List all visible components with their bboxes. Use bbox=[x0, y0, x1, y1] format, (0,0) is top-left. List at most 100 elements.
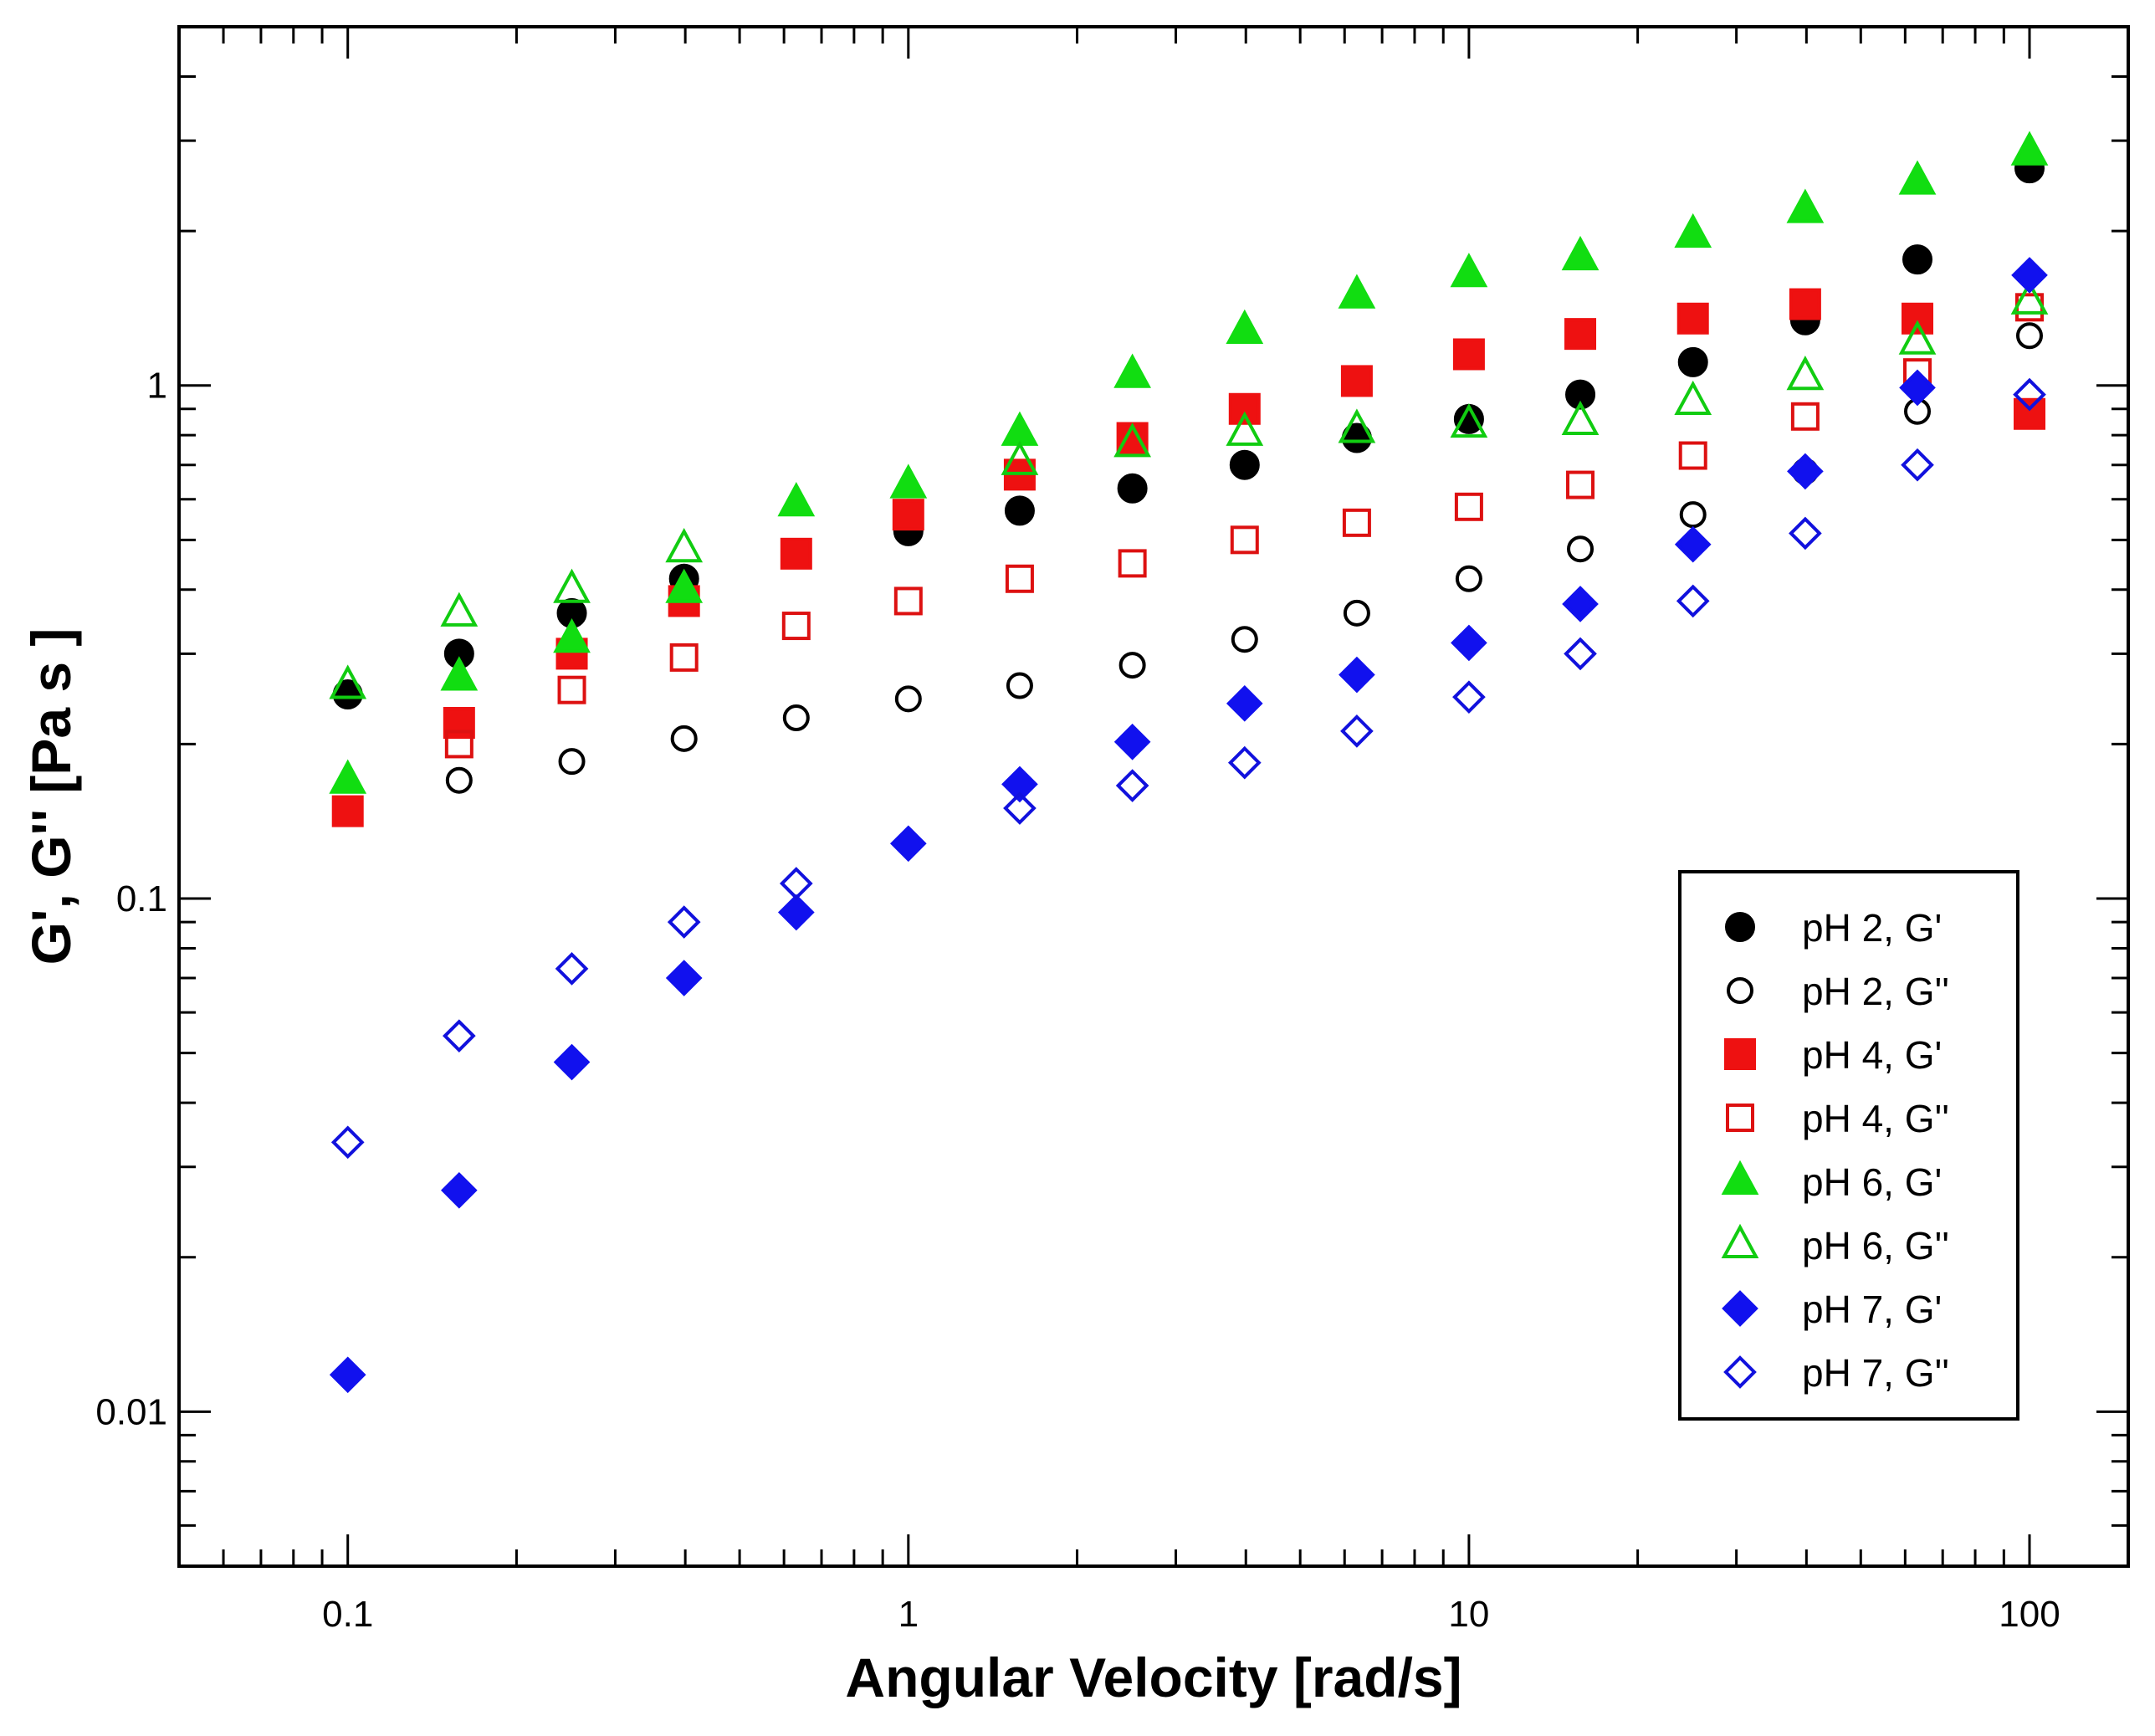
data-point bbox=[665, 528, 704, 563]
data-point bbox=[441, 1171, 478, 1209]
series-7 bbox=[329, 257, 2048, 1394]
data-point bbox=[1226, 411, 1264, 446]
x-tick-label: 1 bbox=[898, 1594, 919, 1635]
data-point bbox=[1001, 766, 1038, 803]
data-point bbox=[1674, 213, 1712, 248]
data-point bbox=[2010, 131, 2049, 166]
data-point bbox=[1789, 288, 1821, 320]
data-point bbox=[1566, 470, 1595, 499]
y-tick-label: 0.1 bbox=[116, 878, 167, 919]
data-point bbox=[1786, 356, 1825, 391]
data-point bbox=[1787, 453, 1824, 490]
x-tick-label: 0.1 bbox=[322, 1594, 373, 1635]
data-point bbox=[1898, 160, 1937, 195]
data-point bbox=[2010, 279, 2049, 315]
data-point bbox=[1227, 745, 1262, 780]
legend-label: pH 2, G' bbox=[1802, 906, 1942, 950]
data-point bbox=[329, 664, 367, 699]
data-point bbox=[892, 499, 924, 531]
x-tick-label: 100 bbox=[1999, 1594, 2060, 1635]
data-point bbox=[1226, 685, 1263, 722]
legend-marker bbox=[1726, 1104, 1754, 1132]
data-point bbox=[1116, 422, 1149, 454]
data-point bbox=[2013, 377, 2046, 412]
data-point bbox=[782, 704, 810, 732]
data-point bbox=[1006, 672, 1033, 699]
data-point bbox=[1118, 652, 1146, 679]
data-point bbox=[1001, 440, 1039, 475]
data-point bbox=[1451, 624, 1487, 662]
data-point bbox=[1454, 492, 1483, 521]
data-point bbox=[1790, 402, 1820, 431]
data-point bbox=[779, 867, 813, 900]
data-point bbox=[781, 612, 811, 641]
data-point bbox=[1338, 408, 1376, 443]
data-point bbox=[1228, 392, 1261, 425]
data-point bbox=[1899, 369, 1936, 407]
data-point bbox=[443, 1019, 476, 1052]
data-point bbox=[1339, 656, 1375, 694]
data-point bbox=[329, 759, 367, 794]
data-point bbox=[665, 960, 703, 996]
data-point bbox=[1902, 244, 1933, 275]
data-point bbox=[1113, 723, 1151, 760]
data-point bbox=[780, 537, 812, 570]
axis-ticks bbox=[177, 25, 2128, 1568]
data-point bbox=[440, 656, 479, 691]
legend: pH 2, G' pH 2, G'' pH 4, G' pH 4, G'' pH 6, … bbox=[1678, 870, 2019, 1421]
data-point bbox=[1450, 402, 1488, 438]
series-4 bbox=[444, 293, 2045, 759]
x-tick-label: 10 bbox=[1448, 1594, 1489, 1635]
legend-marker bbox=[1722, 1290, 1758, 1327]
data-point bbox=[889, 463, 928, 499]
data-point bbox=[1003, 791, 1037, 825]
data-point bbox=[1678, 441, 1707, 470]
data-point bbox=[553, 568, 591, 603]
data-point bbox=[1564, 318, 1597, 351]
data-point bbox=[555, 952, 589, 986]
data-point bbox=[329, 1356, 366, 1394]
series-3 bbox=[331, 288, 2046, 827]
data-point bbox=[667, 905, 701, 939]
data-point bbox=[1452, 338, 1485, 371]
data-point bbox=[1450, 253, 1488, 288]
data-point bbox=[2014, 397, 2046, 430]
data-point bbox=[893, 586, 923, 616]
data-point bbox=[1902, 302, 1934, 335]
data-point bbox=[1561, 400, 1600, 435]
legend-label: pH 6, G'' bbox=[1802, 1224, 1949, 1267]
data-point bbox=[777, 894, 815, 931]
y-axis-title: G', G'' [Pa s ] bbox=[20, 628, 82, 965]
data-point bbox=[1676, 302, 1709, 335]
data-point bbox=[889, 825, 927, 863]
legend-label: pH 7, G' bbox=[1802, 1288, 1942, 1331]
series-6 bbox=[329, 279, 2049, 699]
data-point bbox=[1898, 320, 1937, 355]
legend-label: pH 6, G' bbox=[1802, 1160, 1942, 1204]
data-point bbox=[1677, 346, 1708, 377]
legend-marker bbox=[1724, 1038, 1756, 1070]
legend-label: pH 4, G'' bbox=[1802, 1097, 1949, 1140]
data-point bbox=[1229, 449, 1260, 480]
data-point bbox=[1113, 353, 1151, 388]
data-points bbox=[329, 131, 2049, 1394]
data-point bbox=[1562, 586, 1599, 622]
data-point bbox=[777, 482, 816, 517]
data-point bbox=[1117, 473, 1148, 504]
data-point bbox=[330, 1125, 365, 1160]
data-point bbox=[1231, 626, 1258, 653]
legend-marker bbox=[1723, 1355, 1757, 1389]
data-point bbox=[1340, 714, 1374, 748]
data-point bbox=[553, 618, 591, 653]
data-point bbox=[1113, 422, 1151, 458]
data-point bbox=[1004, 495, 1035, 526]
data-point bbox=[1561, 235, 1600, 271]
data-point bbox=[665, 568, 704, 603]
data-point bbox=[1118, 549, 1147, 578]
data-point bbox=[1786, 188, 1825, 223]
axis-tick-labels: 0.1 1 10 100 0.01 0.1 1 bbox=[95, 366, 2060, 1635]
data-point bbox=[444, 730, 473, 759]
data-point bbox=[1343, 599, 1370, 627]
data-point bbox=[331, 795, 364, 827]
